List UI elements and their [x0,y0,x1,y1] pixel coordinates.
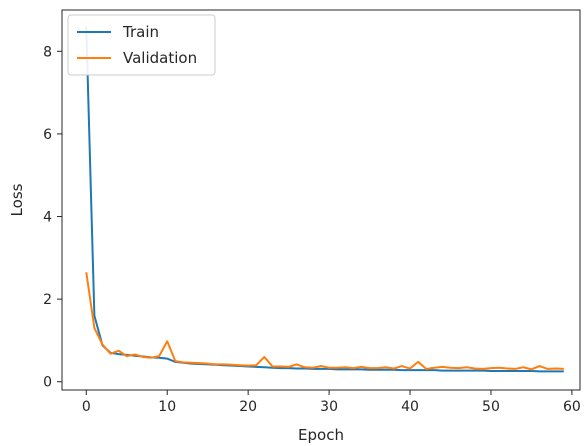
y-axis-title: Loss [8,183,26,216]
series-line-validation [85,272,564,371]
plot-frame [61,9,581,391]
x-tick-label: 50 [482,399,500,415]
x-tick-label: 60 [563,399,581,415]
series-line-train [85,26,564,373]
plot-area [61,9,581,391]
y-tick-label: 2 [43,292,52,308]
x-axis-title: Epoch [298,426,344,444]
legend-box [67,14,216,76]
x-tick-label: 20 [239,399,257,415]
x-tick-label: 30 [320,399,338,415]
y-tick-label: 4 [43,210,52,226]
x-axis: 0 10 20 30 40 50 60 [82,390,581,415]
y-tick-label: 6 [43,127,52,143]
x-tick-label: 0 [82,399,91,415]
y-tick-label: 8 [43,44,52,60]
series-layer [85,26,564,373]
legend-label-train: Train [122,23,159,41]
y-axis: 0 2 4 6 8 [43,44,62,391]
legend: Train Validation [67,14,216,76]
legend-label-validation: Validation [123,49,197,67]
y-tick-label: 0 [43,375,52,391]
x-tick-label: 40 [401,399,419,415]
x-tick-label: 10 [158,399,176,415]
